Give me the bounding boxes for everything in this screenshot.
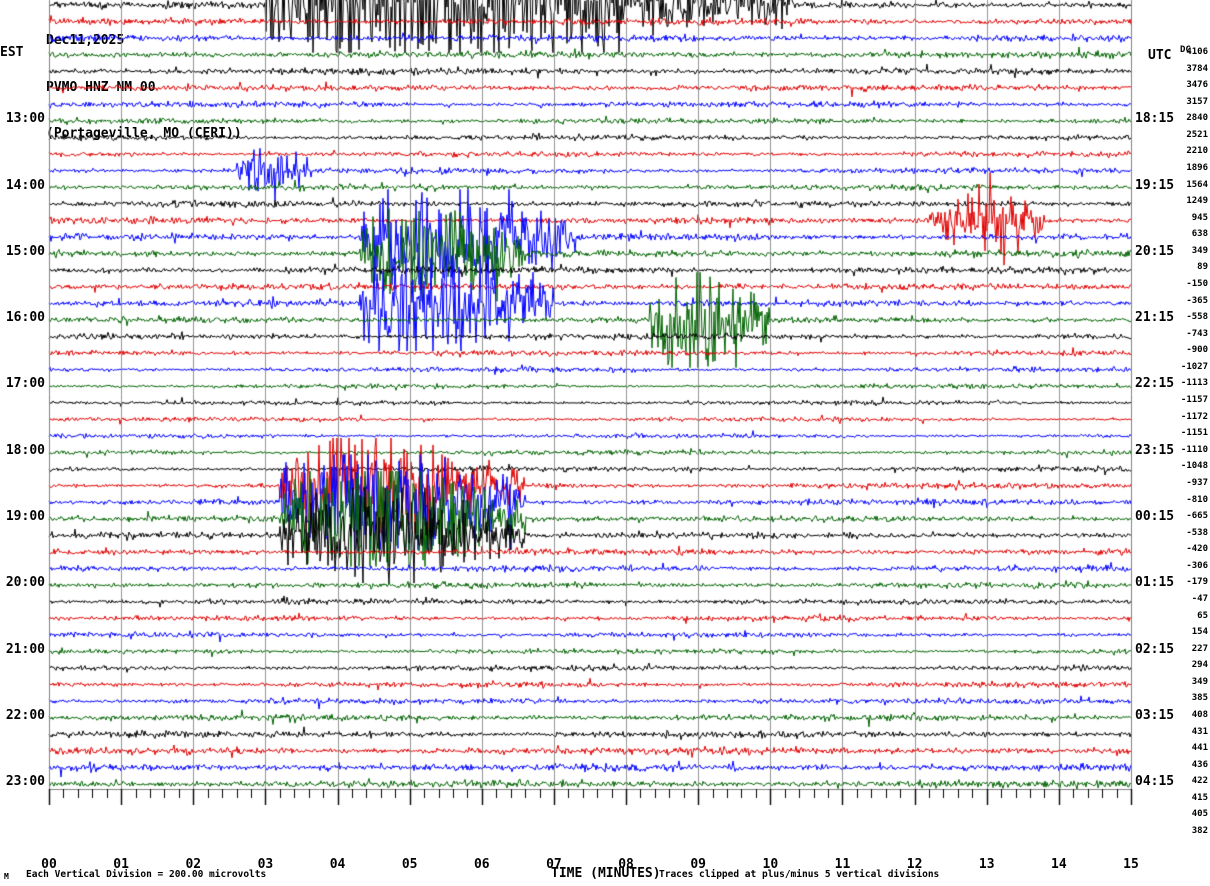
utc-label-2115: 21:15 xyxy=(1135,310,1175,326)
x-tick-04: 04 xyxy=(329,857,346,872)
est-label-1400: 14:00 xyxy=(5,177,45,193)
dc-value-0: 4106 xyxy=(1186,47,1208,57)
vertical-division-note: Each Vertical Division = 200.00 microvol… xyxy=(26,869,267,880)
est-label-2300: 23:00 xyxy=(5,774,45,790)
dc-value-45: 415 xyxy=(1191,792,1208,803)
est-label-1900: 19:00 xyxy=(5,509,45,525)
dc-value-35: 154 xyxy=(1191,627,1208,638)
dc-value-23: -1151 xyxy=(1180,428,1208,439)
dc-value-31: -306 xyxy=(1186,560,1208,571)
x-tick-09: 09 xyxy=(690,857,707,872)
utc-label-2015: 20:15 xyxy=(1135,243,1175,259)
dc-value-32: -179 xyxy=(1186,577,1208,588)
dc-value-19: -1027 xyxy=(1180,361,1208,372)
est-label-1700: 17:00 xyxy=(5,376,45,392)
x-tick-08: 08 xyxy=(618,857,634,872)
footer-tiny-marker: M xyxy=(4,872,9,881)
utc-label-0115: 01:15 xyxy=(1135,575,1175,591)
dc-value-21: -1157 xyxy=(1180,395,1208,406)
dc-value-39: 385 xyxy=(1191,693,1208,704)
dc-value-38: 349 xyxy=(1191,676,1208,687)
est-label-1300: 13:00 xyxy=(5,111,45,127)
x-tick-10: 10 xyxy=(762,857,779,872)
x-tick-11: 11 xyxy=(834,857,851,872)
est-label-2000: 20:00 xyxy=(5,575,45,591)
dc-value-4: 2840 xyxy=(1186,113,1208,124)
dc-value-25: -1048 xyxy=(1180,461,1208,472)
dc-value-12: 349 xyxy=(1191,245,1208,256)
utc-label-0215: 02:15 xyxy=(1135,641,1175,657)
est-label-2100: 21:00 xyxy=(5,641,45,657)
est-label-2200: 22:00 xyxy=(5,707,45,723)
utc-label-0415: 04:15 xyxy=(1135,774,1175,790)
dc-value-24: -1110 xyxy=(1180,444,1208,455)
x-tick-05: 05 xyxy=(401,857,418,872)
x-tick-03: 03 xyxy=(257,857,274,872)
helicorder-plot xyxy=(0,0,1210,839)
x-tick-13: 13 xyxy=(978,857,995,872)
dc-value-29: -538 xyxy=(1186,527,1208,538)
dc-value-47: 382 xyxy=(1191,826,1208,836)
dc-value-9: 1249 xyxy=(1186,196,1208,207)
dc-value-7: 1896 xyxy=(1186,163,1208,174)
x-tick-02: 02 xyxy=(185,857,202,872)
dc-value-11: 638 xyxy=(1191,229,1208,240)
dc-value-41: 431 xyxy=(1191,726,1208,737)
dc-value-43: 436 xyxy=(1191,759,1208,770)
dc-value-42: 441 xyxy=(1191,743,1208,754)
utc-label-1815: 18:15 xyxy=(1135,111,1175,127)
dc-value-44: 422 xyxy=(1191,776,1208,787)
x-tick-00: 00 xyxy=(41,857,57,872)
clip-note: Traces clipped at plus/minus 5 vertical … xyxy=(659,869,940,880)
dc-value-34: 65 xyxy=(1197,610,1208,621)
x-tick-12: 12 xyxy=(906,857,923,872)
est-label-1600: 16:00 xyxy=(5,310,45,326)
est-label-1800: 18:00 xyxy=(5,442,45,458)
utc-label-0015: 00:15 xyxy=(1135,509,1175,525)
dc-value-2: 3476 xyxy=(1186,80,1208,91)
dc-value-46: 405 xyxy=(1191,809,1208,820)
x-tick-14: 14 xyxy=(1051,857,1067,872)
x-tick-06: 06 xyxy=(473,857,490,872)
dc-value-28: -665 xyxy=(1186,511,1208,522)
dc-value-27: -810 xyxy=(1186,494,1208,505)
dc-value-5: 2521 xyxy=(1186,129,1208,140)
x-tick-01: 01 xyxy=(113,857,129,872)
dc-value-14: -150 xyxy=(1186,279,1208,290)
dc-value-26: -937 xyxy=(1186,477,1208,488)
dc-value-16: -558 xyxy=(1186,312,1208,323)
dc-value-22: -1172 xyxy=(1180,411,1208,422)
x-tick-07: 07 xyxy=(546,857,562,872)
dc-value-20: -1113 xyxy=(1180,378,1208,389)
dc-value-6: 2210 xyxy=(1186,146,1208,157)
x-tick-15: 15 xyxy=(1123,857,1139,872)
x-axis-title: TIME (MINUTES) xyxy=(551,866,661,881)
utc-label-1915: 19:15 xyxy=(1135,177,1175,193)
dc-value-18: -900 xyxy=(1186,345,1208,356)
dc-value-15: -365 xyxy=(1186,295,1208,306)
utc-label-0315: 03:15 xyxy=(1135,707,1175,723)
dc-value-1: 3784 xyxy=(1186,63,1208,74)
dc-value-17: -743 xyxy=(1186,328,1208,339)
dc-value-40: 408 xyxy=(1191,709,1208,720)
dc-value-36: 227 xyxy=(1191,643,1208,654)
dc-value-10: 945 xyxy=(1191,212,1208,223)
dc-value-30: -420 xyxy=(1186,544,1208,555)
utc-label-2215: 22:15 xyxy=(1135,376,1175,392)
dc-value-33: -47 xyxy=(1191,593,1208,604)
utc-label-2315: 23:15 xyxy=(1135,442,1175,458)
dc-value-8: 1564 xyxy=(1186,179,1208,190)
dc-value-3: 3157 xyxy=(1186,96,1208,107)
dc-value-37: 294 xyxy=(1191,660,1208,671)
dc-value-13: 89 xyxy=(1197,262,1208,273)
est-label-1500: 15:00 xyxy=(5,243,45,259)
